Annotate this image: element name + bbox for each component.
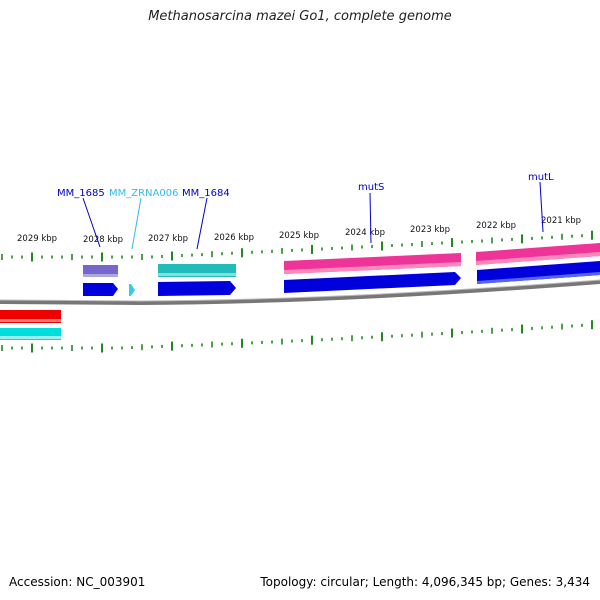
kbp-label-2026: 2026 kbp [214, 233, 254, 243]
rna-mm-zrna006[interactable] [129, 284, 135, 296]
gene-label-mm1685[interactable]: MM_1685 [57, 188, 105, 199]
kbp-label-2028: 2028 kbp [83, 235, 123, 245]
kbp-label-2029: 2029 kbp [17, 234, 57, 244]
feature-reverse-cog-red-shade [0, 319, 61, 322]
leader-mm1684 [196, 197, 208, 250]
gene-label-mm-zrna006[interactable]: MM_ZRNA006 [109, 188, 178, 199]
kbp-label-2027: 2027 kbp [148, 234, 188, 244]
genome-stats-text: Topology: circular; Length: 4,096,345 bp… [260, 575, 590, 589]
gene-label-muts[interactable]: mutS [358, 182, 384, 193]
inner-tick-track [1, 320, 593, 353]
kbp-label-2021: 2021 kbp [541, 216, 581, 226]
accession-text: Accession: NC_003901 [9, 575, 146, 589]
feature-mm1684-cog-shade [158, 273, 236, 276]
cds-mm1685[interactable] [83, 283, 118, 296]
leader-mm1685 [82, 197, 101, 248]
outer-tick-track [1, 230, 593, 262]
leader-muts [369, 192, 372, 244]
gene-label-mutl[interactable]: mutL [528, 172, 554, 183]
gene-label-mm1684[interactable]: MM_1684 [182, 188, 230, 199]
genome-backbone-highlight [0, 279, 600, 302]
kbp-label-2022: 2022 kbp [476, 221, 516, 231]
leader-mutl [539, 181, 544, 233]
feature-muts-cog-shade [284, 262, 461, 274]
cds-mutl[interactable] [477, 261, 600, 284]
cds-mm1684[interactable] [158, 281, 236, 296]
kbp-label-2023: 2023 kbp [410, 225, 450, 235]
leader-mm-zrna006 [131, 197, 142, 250]
feature-reverse-cog-cyan-shade [0, 336, 61, 339]
genome-backbone [0, 280, 600, 306]
feature-mutl-cog-shade [476, 252, 600, 265]
cds-mutl-shade [477, 272, 600, 284]
kbp-label-2024: 2024 kbp [345, 228, 385, 238]
feature-mm1685-cog-shade [83, 274, 118, 277]
map-title: Methanosarcina mazei Go1, complete genom… [148, 9, 452, 24]
kbp-label-2025: 2025 kbp [279, 231, 319, 241]
cds-muts[interactable] [284, 272, 461, 293]
